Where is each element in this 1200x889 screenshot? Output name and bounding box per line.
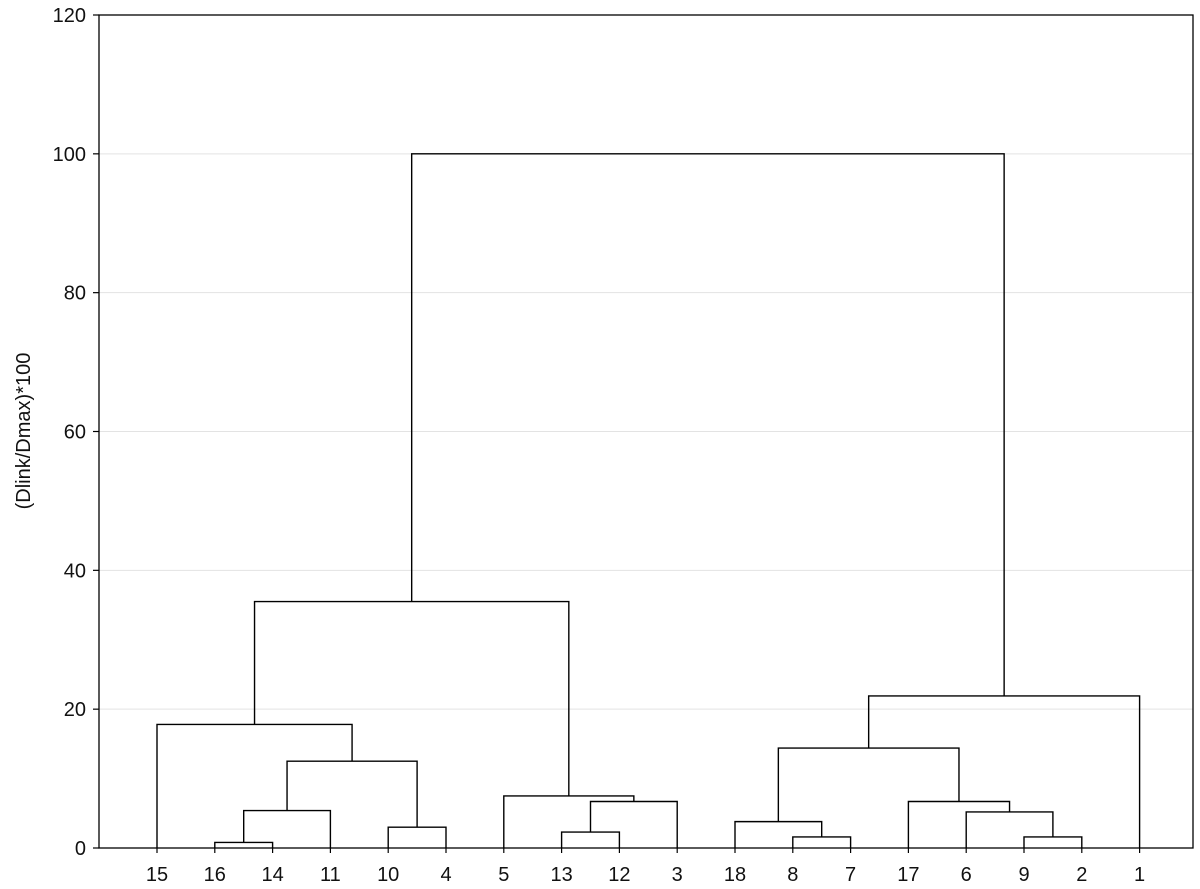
leaf-label: 6 bbox=[961, 864, 972, 886]
leaf-label: 1 bbox=[1134, 864, 1145, 886]
leaf-label: 11 bbox=[320, 864, 341, 886]
dendrogram-link bbox=[965, 811, 1054, 848]
dendrogram-link bbox=[792, 836, 852, 848]
leaf-label: 18 bbox=[724, 864, 746, 886]
leaf-label: 2 bbox=[1076, 864, 1087, 886]
dendrogram-link bbox=[907, 800, 1011, 848]
y-tick-label: 20 bbox=[64, 699, 86, 721]
leaf-label: 8 bbox=[787, 864, 798, 886]
y-tick-label: 100 bbox=[53, 144, 86, 166]
leaf-label: 10 bbox=[377, 864, 399, 886]
leaf-label: 17 bbox=[897, 864, 919, 886]
dendrogram-links bbox=[156, 153, 1141, 848]
leaf-label: 16 bbox=[204, 864, 226, 886]
dendrogram-link bbox=[1023, 836, 1083, 848]
gridlines bbox=[99, 153, 1193, 710]
leaf-label: 14 bbox=[261, 864, 283, 886]
leaf-label: 12 bbox=[608, 864, 630, 886]
dendrogram-link bbox=[867, 695, 1141, 848]
y-tick-label: 40 bbox=[64, 560, 86, 582]
leaf-label: 4 bbox=[440, 864, 451, 886]
y-tick-label: 0 bbox=[75, 838, 86, 860]
leaf-label: 3 bbox=[672, 864, 683, 886]
dendrogram-link bbox=[777, 747, 960, 822]
y-tick-label: 120 bbox=[53, 5, 86, 27]
dendrogram-link bbox=[286, 760, 418, 828]
leaf-label: 9 bbox=[1018, 864, 1029, 886]
leaf-label: 15 bbox=[146, 864, 168, 886]
dendrogram-link bbox=[503, 795, 635, 848]
dendrogram-link bbox=[589, 800, 678, 848]
y-axis-title: (Dlink/Dmax)*100 bbox=[13, 353, 35, 510]
dendrogram-link bbox=[156, 723, 353, 848]
y-tick-label: 60 bbox=[64, 422, 86, 444]
dendrogram-link bbox=[410, 153, 1005, 696]
dendrogram-link bbox=[253, 600, 570, 796]
y-tick-label: 80 bbox=[64, 283, 86, 305]
dendrogram-link bbox=[214, 841, 274, 848]
leaf-label: 5 bbox=[498, 864, 509, 886]
dendrogram-link bbox=[734, 820, 823, 848]
x-axis-leaf-labels: 15 16 14 11 10 4 5 13 12 3 18 8 7 17 6 9 2 1 bbox=[146, 848, 1145, 886]
dendrogram-link bbox=[387, 826, 447, 848]
dendrogram-link bbox=[560, 831, 621, 848]
y-axis-ticks: 0 20 40 60 80 100 120 bbox=[53, 5, 99, 860]
leaf-label: 13 bbox=[550, 864, 572, 886]
leaf-label: 7 bbox=[845, 864, 856, 886]
